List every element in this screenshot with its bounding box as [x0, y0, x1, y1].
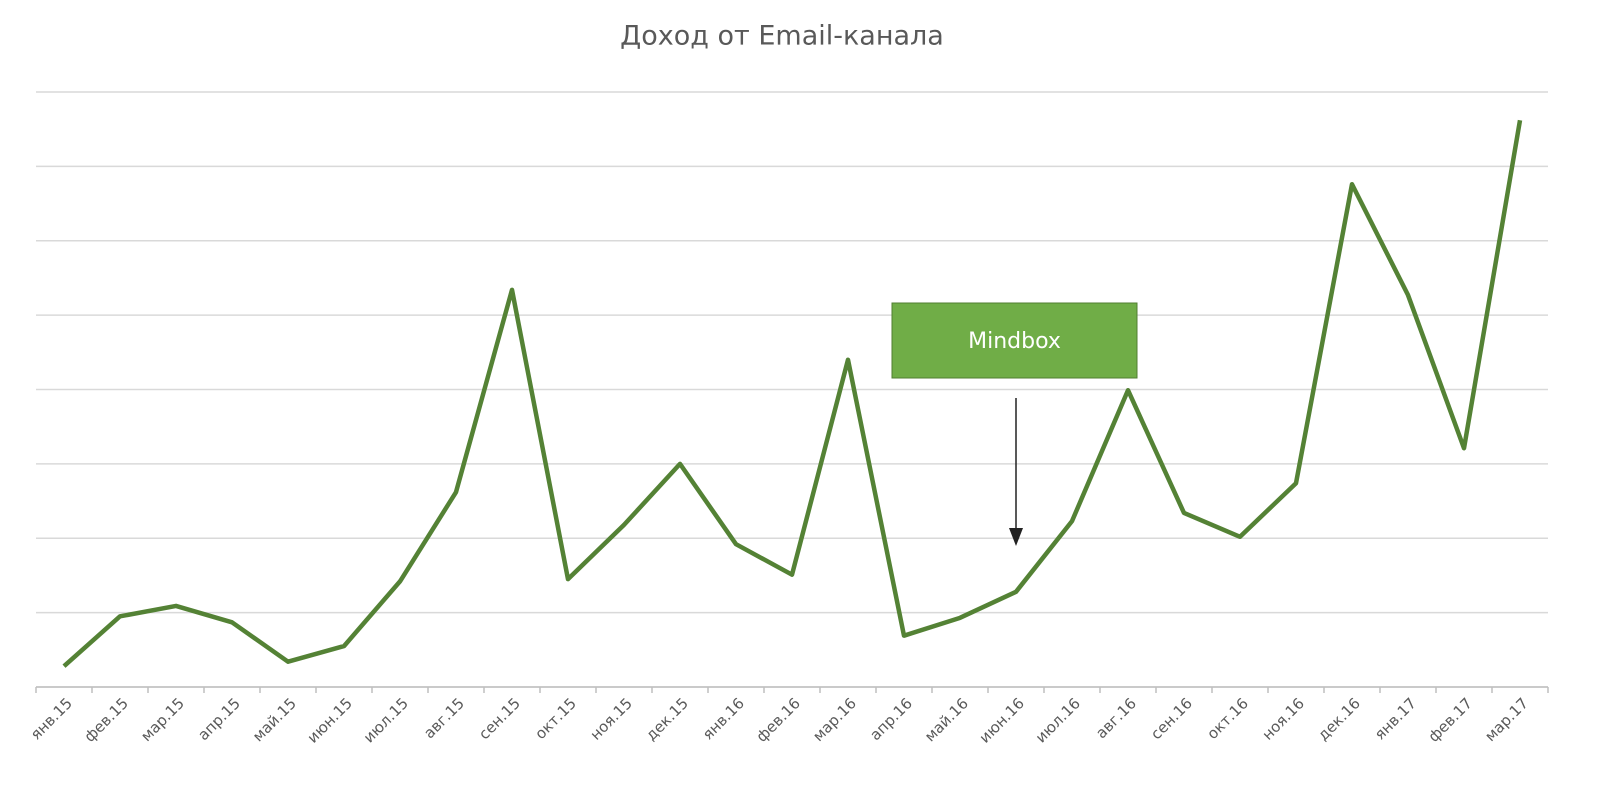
x-tick-label: мар.15 [137, 694, 188, 745]
x-tick-label: апр.15 [194, 694, 244, 744]
annotation-text: Mindbox [968, 329, 1061, 354]
x-tick-label: ноя.15 [587, 694, 636, 743]
x-tick-label: май.15 [249, 694, 300, 745]
x-tick-label: окт.15 [531, 694, 580, 743]
x-tick-label: дек.16 [1314, 694, 1364, 744]
x-tick-label: фев.16 [753, 694, 804, 745]
x-tick-label: янв.17 [1371, 694, 1420, 743]
x-tick-label: ноя.16 [1259, 694, 1308, 743]
arrow-head [1009, 528, 1023, 546]
x-tick-label: янв.16 [699, 694, 748, 743]
x-tick-label: апр.16 [866, 694, 916, 744]
x-tick-label: фев.15 [81, 694, 132, 745]
x-tick-label: июл.15 [360, 694, 412, 746]
x-tick-label: мар.17 [1481, 694, 1532, 745]
x-tick-label: мар.16 [809, 694, 860, 745]
annotation-box [891, 302, 1138, 379]
x-tick-label: янв.15 [27, 694, 76, 743]
x-tick-label: авг.16 [1092, 694, 1140, 742]
x-tick-label: сен.15 [475, 694, 524, 743]
chart-title: Доход от Email-канала [620, 21, 944, 52]
x-tick-label: сен.16 [1147, 694, 1196, 743]
x-tick-label: окт.16 [1203, 694, 1252, 743]
x-tick-label: авг.15 [420, 694, 468, 742]
x-tick-label: фев.17 [1425, 694, 1476, 745]
x-tick-label: июн.16 [976, 694, 1028, 746]
x-tick-label: дек.15 [642, 694, 692, 744]
x-tick-label: июл.16 [1032, 694, 1084, 746]
line [62, 119, 1523, 668]
x-tick-label: май.16 [921, 694, 972, 745]
x-tick-label: июн.15 [304, 694, 356, 746]
